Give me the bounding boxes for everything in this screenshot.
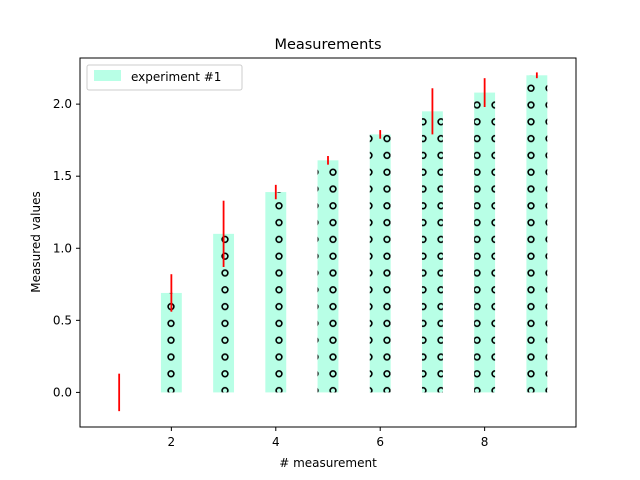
y-tick-label-0: 0.0	[53, 385, 72, 399]
bar-hatch-7	[421, 111, 443, 393]
x-axis-ticks: 2 4 6 8	[168, 427, 489, 449]
axes-frame	[79, 57, 577, 428]
bar-hatch-4	[265, 192, 287, 393]
y-axis-ticks: 0.0 0.5 1.0 1.5 2.0	[53, 97, 80, 399]
bars-group	[160, 75, 548, 393]
legend-label: experiment #1	[131, 70, 221, 84]
y-tick-label-1.5: 1.5	[53, 169, 72, 183]
y-tick-label-2: 2.0	[53, 97, 72, 111]
x-tick-label-6: 6	[376, 435, 384, 449]
bar-hatch-5	[317, 160, 339, 393]
bar-hatch-6	[369, 134, 391, 393]
y-axis-label: Measured values	[29, 191, 43, 292]
bar-hatch-3	[213, 233, 235, 393]
plot-area	[79, 57, 577, 428]
legend-swatch	[94, 70, 121, 81]
bar-hatch-8	[474, 92, 496, 393]
y-tick-label-1: 1.0	[53, 241, 72, 255]
bar-hatch-2	[160, 292, 182, 393]
bar-hatch-9	[526, 75, 548, 393]
x-tick-label-8: 8	[481, 435, 489, 449]
legend: experiment #1	[86, 64, 243, 91]
x-tick-label-2: 2	[168, 435, 176, 449]
chart-title: Measurements	[274, 37, 381, 53]
legend-frame	[86, 64, 243, 91]
x-tick-label-4: 4	[272, 435, 280, 449]
x-axis-label: # measurement	[279, 456, 377, 470]
y-tick-label-0.5: 0.5	[53, 313, 72, 327]
error-bars-group	[118, 72, 538, 412]
